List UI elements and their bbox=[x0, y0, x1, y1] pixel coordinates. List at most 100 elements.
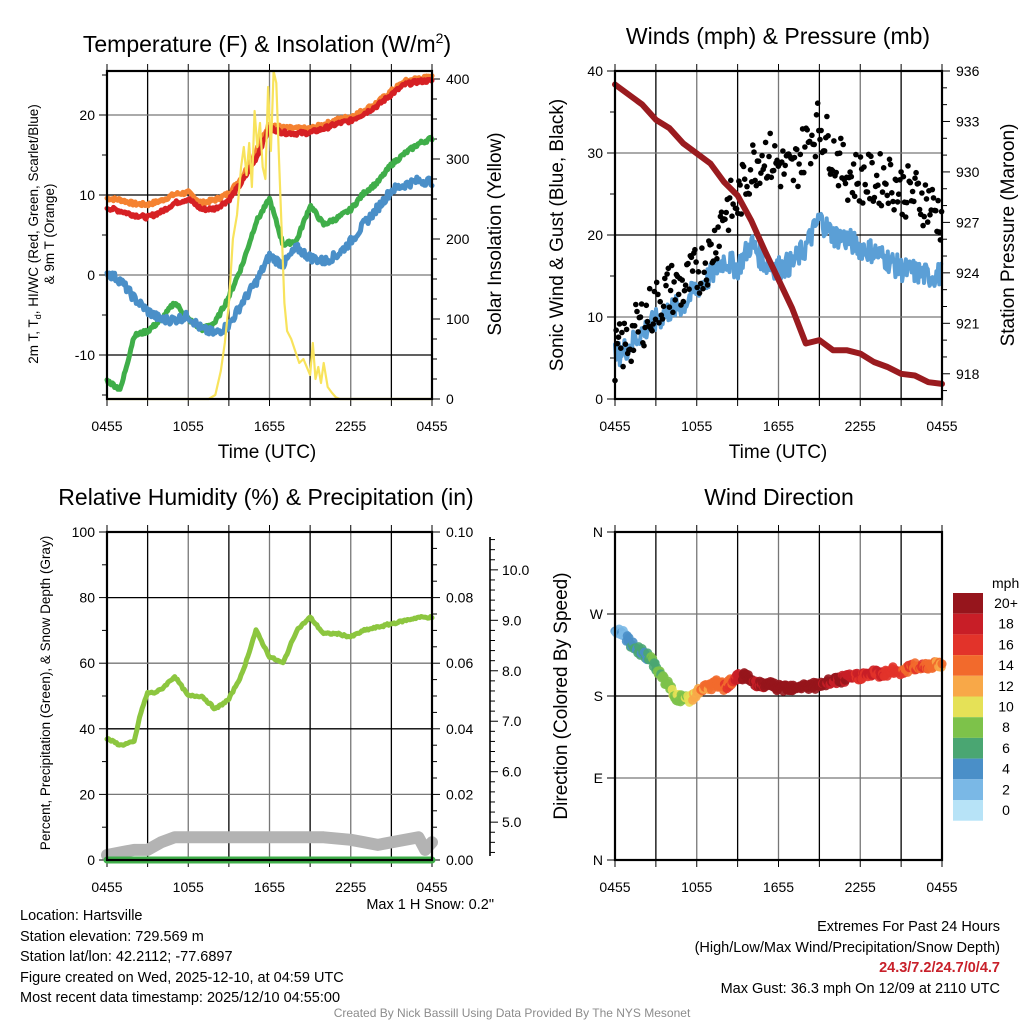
gust-point bbox=[704, 282, 711, 288]
colorbar-swatch bbox=[953, 717, 983, 738]
winds-y2tick-label: 936 bbox=[956, 63, 980, 79]
gust-point bbox=[818, 127, 824, 134]
gust-point bbox=[782, 162, 788, 169]
temperature-xtick-label: 1655 bbox=[254, 418, 285, 434]
colorbar-label: 18 bbox=[998, 616, 1014, 632]
gust-point bbox=[861, 164, 867, 170]
winds-y2tick-label: 927 bbox=[956, 214, 980, 230]
gust-point bbox=[751, 149, 757, 155]
gust-point bbox=[850, 161, 857, 167]
gust-point bbox=[809, 132, 815, 139]
winds-xtick-label: 2255 bbox=[845, 418, 876, 434]
gust-point bbox=[836, 150, 843, 156]
gust-point bbox=[860, 200, 866, 206]
gust-point bbox=[634, 308, 640, 315]
gust-point bbox=[825, 133, 831, 139]
credit-text: Created By Nick Bassill Using Data Provi… bbox=[333, 1006, 691, 1020]
humidity-ytick-label: 60 bbox=[79, 655, 95, 671]
winds-ytick-label: 20 bbox=[587, 227, 603, 243]
colorbar-swatch bbox=[953, 634, 983, 656]
winds-plot-border bbox=[613, 69, 944, 401]
gust-point bbox=[757, 180, 763, 187]
gust-point bbox=[630, 347, 637, 354]
gust-point bbox=[622, 341, 629, 348]
gust-point bbox=[884, 192, 890, 199]
humidity-xtick-label: 0455 bbox=[91, 879, 122, 895]
gust-point bbox=[831, 138, 837, 144]
precip-axis-tick-label: 0.00 bbox=[446, 852, 473, 868]
gust-point bbox=[871, 194, 878, 201]
station-pressure-line bbox=[612, 81, 945, 387]
colorbar-label: 12 bbox=[998, 678, 1014, 694]
temperature-xtick-label: 0455 bbox=[416, 418, 447, 434]
colorbar-label: 8 bbox=[1002, 719, 1010, 735]
gust-point bbox=[894, 199, 901, 205]
gust-point bbox=[713, 250, 719, 256]
gust-point bbox=[804, 127, 810, 133]
gust-point bbox=[708, 241, 714, 247]
humidity-ytick-label: 20 bbox=[79, 786, 95, 802]
gust-point bbox=[728, 177, 734, 184]
gust-point bbox=[750, 142, 756, 148]
gust-point bbox=[694, 284, 700, 291]
direction-xtick-label: 0455 bbox=[599, 879, 630, 895]
precip-axis-tick-label: 0.02 bbox=[446, 786, 473, 802]
direction-xtick-label: 2255 bbox=[845, 879, 876, 895]
recent-timestamp-text: Most recent data timestamp: 2025/12/10 0… bbox=[20, 990, 341, 1006]
gust-point bbox=[653, 279, 660, 286]
gust-point bbox=[821, 148, 828, 154]
winds-x-axis-label: Time (UTC) bbox=[729, 442, 828, 463]
extremes-info: Extremes For Past 24 Hours (High/Low/Max… bbox=[695, 917, 1000, 999]
colorbar-swatch bbox=[953, 696, 983, 718]
gust-point bbox=[907, 179, 914, 186]
winds-ytick-label: 30 bbox=[587, 145, 603, 161]
gust-point bbox=[730, 201, 736, 207]
temperature-y2tick-label: 400 bbox=[446, 71, 470, 87]
relative-humidity-line bbox=[104, 614, 435, 748]
winds-ytick-label: 0 bbox=[595, 391, 603, 407]
winds-y2tick-label: 921 bbox=[956, 315, 980, 331]
colorbar-swatch bbox=[953, 675, 983, 697]
gust-point bbox=[746, 191, 753, 197]
gust-point bbox=[889, 190, 895, 196]
colorbar-label: 0 bbox=[1002, 802, 1010, 818]
gust-point bbox=[652, 316, 659, 323]
gust-point bbox=[904, 199, 910, 206]
temperature-y2tick-label: 300 bbox=[446, 151, 470, 167]
gust-point bbox=[924, 219, 931, 225]
temperature-left-axis-label-line2: & 9m T (Orange) bbox=[42, 184, 57, 285]
gust-point bbox=[833, 169, 839, 176]
gust-point bbox=[766, 153, 772, 160]
gust-point bbox=[922, 182, 929, 188]
gust-point bbox=[635, 329, 641, 335]
gust-point bbox=[923, 196, 930, 202]
gust-point bbox=[930, 195, 937, 201]
gust-point bbox=[790, 177, 797, 184]
gust-point bbox=[671, 279, 677, 285]
gust-point bbox=[659, 316, 666, 322]
gust-point bbox=[801, 169, 807, 176]
gust-point bbox=[675, 291, 682, 298]
gust-point bbox=[703, 277, 710, 283]
gust-point bbox=[796, 161, 802, 167]
gust-point bbox=[770, 167, 777, 174]
gust-point bbox=[935, 197, 941, 204]
direction-xtick-label: 0455 bbox=[926, 879, 957, 895]
gust-point bbox=[700, 285, 706, 292]
gust-point bbox=[715, 224, 721, 230]
gust-point bbox=[723, 209, 729, 216]
gust-point bbox=[767, 130, 773, 137]
direction-ytick-label: W bbox=[590, 606, 604, 622]
station-info: Location: Hartsville Station elevation: … bbox=[20, 906, 344, 1009]
gust-point bbox=[868, 153, 874, 160]
gust-point bbox=[701, 269, 707, 276]
extremes-values: 24.3/7.2/24.7/0/4.7 bbox=[879, 960, 1000, 976]
gust-point bbox=[616, 321, 623, 327]
temperature-y2tick-label: 0 bbox=[446, 391, 454, 407]
gust-point bbox=[777, 183, 784, 190]
gust-point bbox=[620, 363, 626, 370]
gust-point bbox=[738, 211, 744, 217]
gust-point bbox=[699, 245, 705, 251]
temperature-x-axis-label: Time (UTC) bbox=[218, 442, 317, 463]
gust-point bbox=[919, 190, 925, 196]
